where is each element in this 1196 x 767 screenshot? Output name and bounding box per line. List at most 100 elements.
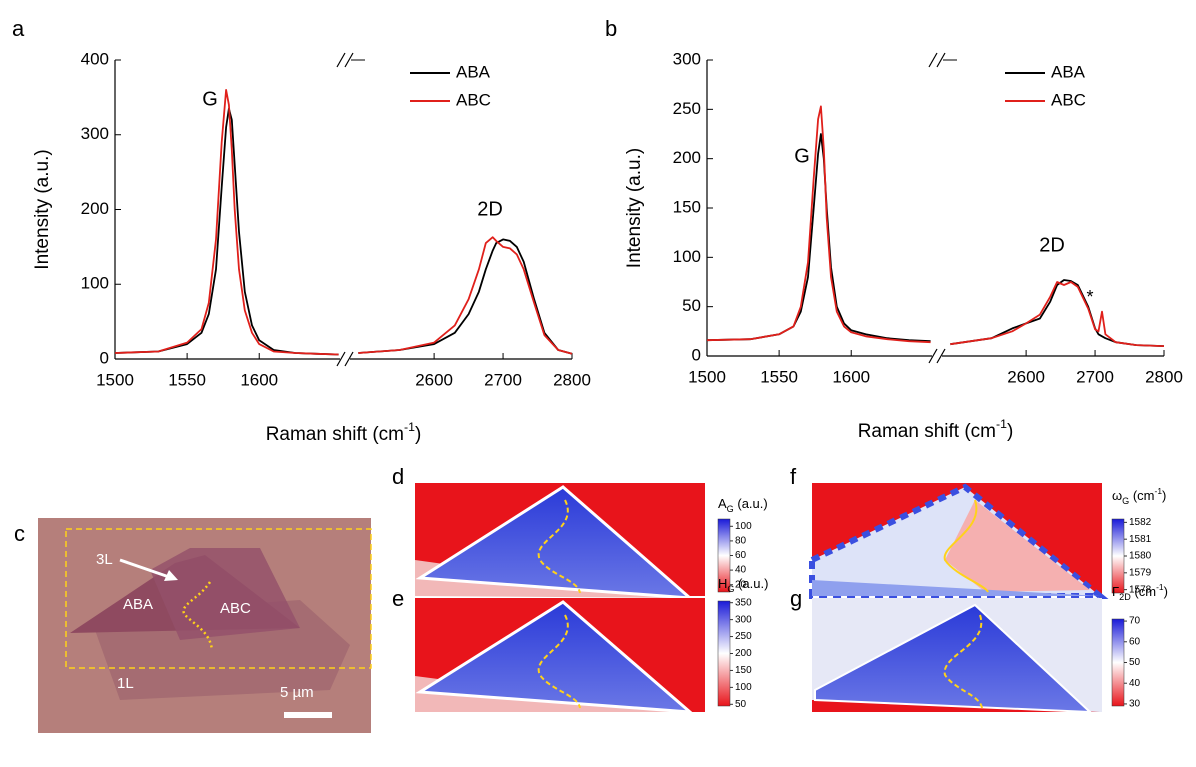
map-e — [415, 598, 705, 714]
colorbar-tick-label: 30 — [1129, 699, 1141, 710]
x-tick-label: 2800 — [1145, 367, 1183, 386]
axis-break — [936, 348, 946, 364]
map-g — [812, 598, 1102, 714]
y-tick-label: 300 — [81, 124, 109, 143]
label-part: A — [718, 496, 727, 511]
legend-label: ABA — [1051, 62, 1086, 81]
label-part: (cm — [1131, 584, 1156, 599]
label-part: G — [727, 504, 734, 514]
y-axis-label: Intensity (a.u.) — [624, 148, 645, 268]
image-text: 1L — [117, 675, 134, 692]
colorbar-tick-label: 50 — [735, 699, 747, 710]
label-part: -1 — [1156, 582, 1164, 592]
label-part: -1 — [1155, 486, 1163, 496]
x-tick-label: 2700 — [1076, 367, 1114, 386]
label-part: (a.u.) — [734, 576, 768, 591]
series-line — [114, 107, 573, 356]
x-tick-label: 1500 — [688, 367, 726, 386]
series-line — [114, 89, 573, 356]
annotation: G — [202, 88, 218, 110]
x-tick-label: 2700 — [484, 370, 522, 389]
colorbar-tick-label: 100 — [735, 682, 752, 693]
y-tick-label: 200 — [81, 199, 109, 218]
image-text: ABC — [220, 600, 251, 617]
y-axis-label: Intensity (a.u.) — [32, 149, 53, 269]
label-part: ) — [1164, 584, 1168, 599]
label-part: -1 — [996, 417, 1007, 431]
y-tick-label: 0 — [692, 345, 701, 364]
legend-label: ABA — [456, 62, 491, 81]
panel-label: c — [14, 521, 25, 546]
axis-label: Γ2D (cm-1) — [1112, 582, 1168, 602]
x-tick-label: 1600 — [240, 370, 278, 389]
series-line — [706, 133, 1165, 347]
panel-label: b — [605, 16, 617, 41]
axis-break — [336, 52, 346, 68]
axis-break — [336, 351, 346, 367]
colorbar-tick-label: 150 — [735, 665, 752, 676]
label-part: G — [727, 584, 734, 594]
map-d — [415, 483, 705, 600]
panel-label: d — [392, 464, 404, 489]
y-tick-label: 300 — [673, 49, 701, 68]
axis-label: HG (a.u.) — [718, 576, 768, 594]
label-part: 2D — [1119, 592, 1131, 602]
label-part: -1 — [404, 420, 415, 434]
colorbar-tick-label: 350 — [735, 597, 752, 608]
axis-label: Raman shift (cm-1) — [858, 417, 1014, 442]
annotation: G — [794, 145, 810, 167]
axis-break — [928, 348, 938, 364]
annotation: 2D — [1039, 234, 1065, 256]
x-tick-label: 2600 — [415, 370, 453, 389]
y-tick-label: 200 — [673, 148, 701, 167]
axis-label: ωG (cm-1) — [1112, 486, 1166, 506]
colorbar-tick-label: 1581 — [1129, 534, 1152, 545]
colorbar-tick-label: 1580 — [1129, 551, 1152, 562]
colorbar-tick-label: 60 — [1129, 636, 1141, 647]
x-tick-label: 1500 — [96, 370, 134, 389]
series-line — [706, 105, 1165, 347]
label-part: ) — [1007, 421, 1013, 442]
axis-break — [928, 52, 938, 68]
colorbar-tick-label: 300 — [735, 614, 752, 625]
colorbar — [717, 600, 731, 707]
image-text: ABA — [123, 596, 153, 613]
y-tick-label: 150 — [673, 197, 701, 216]
colorbar-tick-label: 70 — [1129, 616, 1141, 627]
x-tick-label: 2800 — [553, 370, 591, 389]
image-text: 3L — [96, 551, 113, 568]
label-part: Raman shift (cm — [266, 424, 404, 445]
label-part: ) — [1162, 488, 1166, 503]
x-tick-label: 1600 — [832, 367, 870, 386]
panel-label: a — [12, 16, 25, 41]
y-tick-label: 250 — [673, 99, 701, 118]
colorbar-tick-label: 250 — [735, 631, 752, 642]
legend-label: ABC — [456, 90, 491, 109]
label-part: Γ — [1112, 584, 1119, 599]
x-tick-label: 1550 — [168, 370, 206, 389]
colorbar-tick-label: 1582 — [1129, 517, 1152, 528]
colorbar-tick-label: 200 — [735, 648, 752, 659]
panel-label: f — [790, 464, 797, 489]
colorbar — [1111, 618, 1125, 707]
y-tick-label: 100 — [673, 247, 701, 266]
panel-label: g — [790, 586, 802, 611]
axis-label: Raman shift (cm-1) — [266, 420, 422, 445]
colorbar-tick-label: 1578 — [1129, 584, 1152, 595]
panel-label: e — [392, 586, 404, 611]
annotation: 2D — [477, 198, 503, 220]
axis-break — [344, 351, 354, 367]
y-tick-label: 100 — [81, 274, 109, 293]
label-part: (a.u.) — [734, 496, 768, 511]
axis-label: AG (a.u.) — [718, 496, 768, 514]
label-part: ω — [1112, 488, 1122, 503]
x-tick-label: 2600 — [1007, 367, 1045, 386]
scale-bar-label: 5 µm — [280, 684, 314, 701]
x-tick-label: 1550 — [760, 367, 798, 386]
colorbar-tick-label: 1579 — [1129, 567, 1152, 578]
colorbar-tick-label: 50 — [1129, 657, 1141, 668]
legend-label: ABC — [1051, 90, 1086, 109]
colorbar-tick-label: 40 — [1129, 678, 1141, 689]
optical-image — [38, 518, 372, 733]
